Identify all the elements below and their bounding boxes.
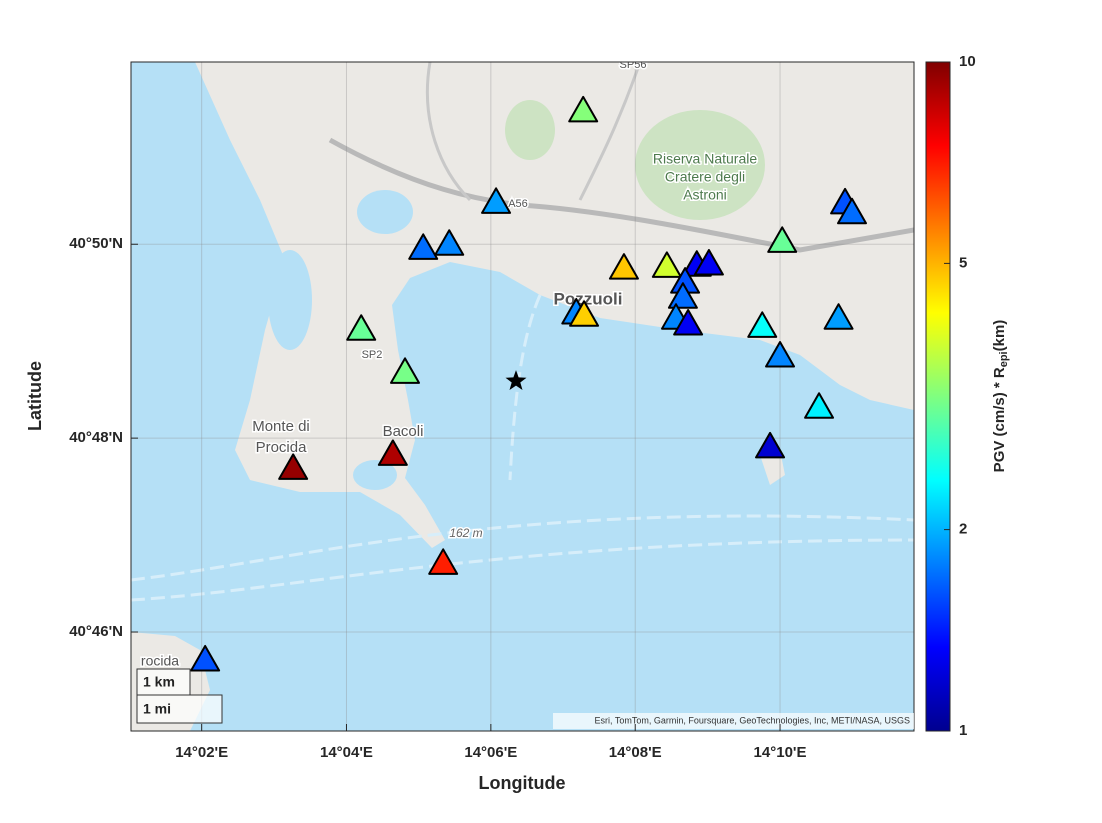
- axes-box: [130, 61, 915, 732]
- colorbar-label-end: (km): [991, 320, 1008, 352]
- scale-box: [136, 694, 223, 724]
- station-marker: [481, 187, 512, 214]
- station-marker: [608, 253, 639, 280]
- station-marker: [804, 392, 835, 419]
- colorbar: [925, 61, 951, 732]
- station-marker: [434, 229, 465, 256]
- station-marker: [823, 303, 854, 330]
- scale-label: 1 km: [143, 674, 175, 690]
- map-label: Riserva Naturale: [653, 151, 757, 167]
- colorbar-tick-label: 1: [959, 722, 967, 739]
- islet: [760, 450, 785, 485]
- road: [328, 137, 914, 253]
- map-label: SP56: [620, 59, 647, 71]
- x-tick-label: 14°10'E: [754, 744, 807, 761]
- map-label: Bacoli: [383, 423, 424, 440]
- road: [425, 62, 642, 202]
- y-axis-label: Latitude: [25, 361, 45, 431]
- station-marker: [747, 311, 778, 338]
- station-marker: [673, 309, 704, 336]
- scale-box: [136, 668, 191, 696]
- colorbar-label-main: PGV (cm/s) * R: [991, 367, 1008, 472]
- attribution-box: [553, 713, 914, 729]
- x-tick-label: 14°08'E: [609, 744, 662, 761]
- station-marker: [651, 251, 682, 278]
- station-marker: [568, 95, 599, 123]
- station-marker: [667, 282, 698, 309]
- map-label: A56: [508, 198, 528, 210]
- station-marker: [837, 197, 868, 225]
- x-tick-label: 14°06'E: [464, 744, 517, 761]
- park: [635, 110, 765, 220]
- map-label: Procida: [256, 439, 308, 456]
- y-tick-label: 40°48'N: [69, 429, 123, 446]
- station-marker: [767, 226, 798, 253]
- lake: [353, 460, 397, 490]
- colorbar-label-sub: epi: [998, 351, 1010, 367]
- station-marker: [390, 357, 421, 384]
- y-tick-label: 40°50'N: [69, 235, 123, 252]
- map-label: SP2: [362, 349, 383, 361]
- colorbar-label: PGV (cm/s) * Repi(km): [991, 320, 1010, 473]
- station-marker: [190, 644, 221, 672]
- station-marker: [693, 249, 724, 276]
- x-tick-label: 14°02'E: [175, 744, 228, 761]
- station-marker: [755, 431, 786, 459]
- map-label: Astroni: [683, 187, 727, 203]
- colorbar-tick-label: 5: [959, 254, 967, 271]
- map-label: 162 m: [449, 526, 482, 540]
- x-axis-label: Longitude: [479, 773, 566, 793]
- map-labels: Riserva Naturale Cratere degli Astroni Pozz…: [139, 59, 758, 670]
- station-marker: [346, 314, 377, 341]
- lake: [357, 190, 413, 234]
- colorbar-tick-label: 10: [959, 53, 976, 70]
- map-label: Monte di: [252, 418, 310, 435]
- station-marker: [377, 439, 408, 466]
- scale-bar: 1 km 1 mi: [136, 668, 223, 724]
- lake: [268, 250, 312, 350]
- ferry-route: [131, 294, 914, 602]
- scale-label: 1 mi: [143, 701, 171, 717]
- attribution: Esri, TomTom, Garmin, Foursquare, GeoTec…: [595, 715, 910, 725]
- x-tick-label: 14°04'E: [320, 744, 373, 761]
- park: [505, 100, 555, 160]
- basemap: [131, 62, 914, 731]
- map-label: rocida: [141, 653, 179, 669]
- station-marker: [569, 300, 600, 327]
- station-marker: [408, 233, 439, 260]
- station-marker: [765, 341, 796, 368]
- map-label: Cratere degli: [665, 169, 745, 185]
- station-marker: [428, 548, 459, 575]
- stations: [190, 95, 868, 672]
- station-marker: [278, 453, 309, 480]
- colorbar-tick-label: 2: [959, 521, 967, 538]
- epicenter-marker: [505, 370, 527, 390]
- y-tick-label: 40°46'N: [69, 623, 123, 640]
- map-label: Pozzuoli: [554, 289, 623, 308]
